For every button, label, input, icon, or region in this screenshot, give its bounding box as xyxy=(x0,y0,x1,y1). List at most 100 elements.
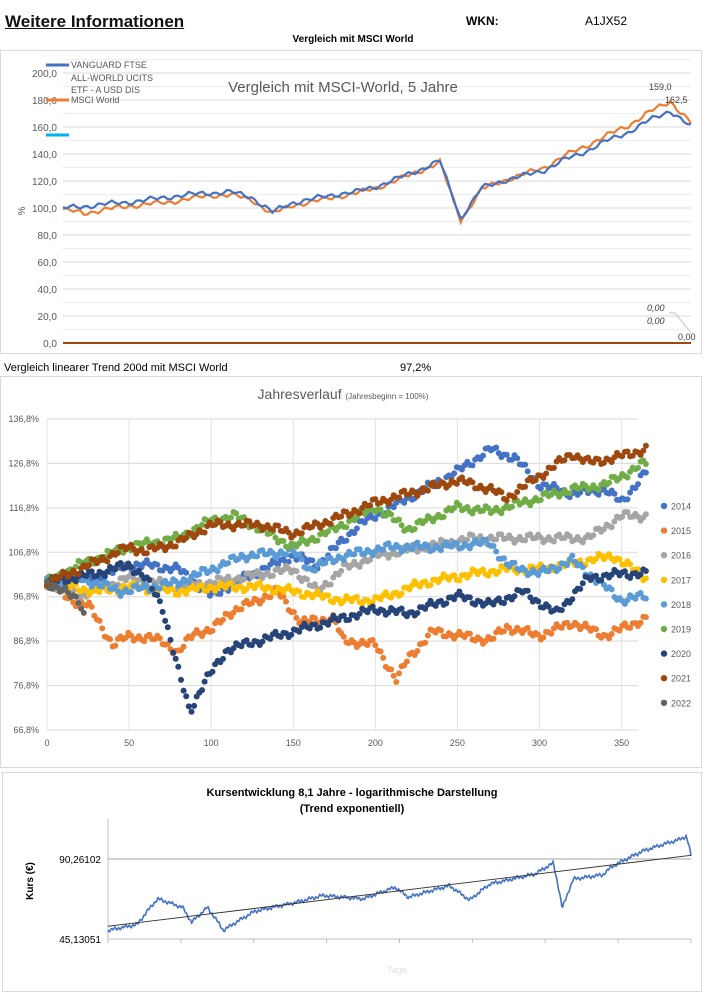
data-point-2015 xyxy=(372,642,379,649)
data-point-2016 xyxy=(327,581,334,588)
data-point-2022 xyxy=(78,605,85,612)
data-point-2014 xyxy=(611,490,618,497)
data-point-2020 xyxy=(346,616,353,623)
data-point-2018 xyxy=(642,595,649,602)
data-point-2018 xyxy=(556,565,563,572)
data-point-2019 xyxy=(199,521,205,528)
x-tick-label: 0 xyxy=(44,738,49,748)
data-point-2015 xyxy=(558,624,565,631)
data-point-2019 xyxy=(469,510,476,517)
data-point-2020 xyxy=(170,649,177,656)
annual-performance-svg: Jahresverlauf (Jahresbeginn = 100%) 66,8%… xyxy=(8,386,691,748)
data-point-2018 xyxy=(269,550,276,557)
data-point-2020 xyxy=(598,577,605,584)
data-point-2016 xyxy=(590,532,597,539)
x-axis-label: Tage xyxy=(387,965,407,975)
data-point-2015 xyxy=(564,619,571,626)
data-point-2014 xyxy=(514,455,521,462)
y-tick-label: 45,13051 xyxy=(59,935,101,946)
data-point-2017 xyxy=(627,561,634,568)
data-point-2020 xyxy=(288,631,295,638)
data-point-2020 xyxy=(259,638,266,645)
data-point-2020 xyxy=(422,605,429,612)
data-point-2021 xyxy=(275,522,282,529)
data-point-2015 xyxy=(248,600,255,607)
legend-marker-2018 xyxy=(660,601,668,608)
data-point-2019 xyxy=(296,540,303,547)
data-point-2021 xyxy=(217,519,224,526)
data-point-2018 xyxy=(172,578,179,585)
data-point-2021 xyxy=(246,518,253,525)
data-point-2015 xyxy=(112,642,119,649)
trend-comparison-value: 97,2% xyxy=(400,362,432,374)
data-point-2020 xyxy=(466,594,473,601)
data-point-2016 xyxy=(367,556,374,563)
data-point-2015 xyxy=(96,617,103,624)
data-point-2014 xyxy=(393,499,400,506)
x-tick-label: 50 xyxy=(124,738,134,748)
data-point-2015 xyxy=(99,625,106,632)
y-tick-label: 60,0 xyxy=(38,258,58,269)
data-point-2018 xyxy=(522,567,529,574)
data-point-2016 xyxy=(319,584,326,591)
wkn-value: A1JX52 xyxy=(585,14,628,28)
data-point-2018 xyxy=(311,567,318,574)
data-label: 0,00 xyxy=(678,332,696,342)
legend-marker-2022 xyxy=(660,699,668,706)
data-point-2019 xyxy=(642,461,649,467)
data-point-2021 xyxy=(459,474,465,481)
data-point-2017 xyxy=(272,589,279,595)
data-point-2020 xyxy=(311,621,318,628)
data-point-2015 xyxy=(88,603,95,610)
data-point-2020 xyxy=(146,576,153,583)
legend-label-2019: 2019 xyxy=(671,625,691,635)
legend-label-2018: 2018 xyxy=(671,600,691,610)
data-point-2019 xyxy=(343,524,350,531)
data-point-2017 xyxy=(175,591,182,598)
x-tick-label: 250 xyxy=(450,738,465,748)
data-point-2017 xyxy=(466,571,473,578)
data-point-2021 xyxy=(642,442,649,449)
data-point-2020 xyxy=(162,617,169,624)
data-point-2014 xyxy=(343,537,350,544)
data-point-2015 xyxy=(535,631,542,638)
data-point-2015 xyxy=(438,627,444,634)
data-point-2019 xyxy=(451,505,458,511)
data-point-2020 xyxy=(191,702,198,709)
data-point-2017 xyxy=(606,551,613,558)
data-point-2015 xyxy=(340,633,347,640)
data-point-2017 xyxy=(427,582,434,589)
data-point-2020 xyxy=(220,655,226,662)
legend-marker-2016 xyxy=(660,552,668,559)
data-point-2017 xyxy=(204,587,211,594)
legend-label-2021: 2021 xyxy=(671,674,691,684)
data-point-2019 xyxy=(464,504,471,510)
data-point-2018 xyxy=(424,543,431,550)
trend-line xyxy=(107,854,692,927)
y-tick-label: 126,8% xyxy=(8,458,39,468)
data-point-2016 xyxy=(269,572,276,579)
data-point-2017 xyxy=(267,585,274,591)
data-point-2018 xyxy=(438,547,444,554)
data-point-2017 xyxy=(214,584,221,591)
data-point-2014 xyxy=(624,496,631,503)
data-point-2015 xyxy=(311,615,318,622)
data-point-2021 xyxy=(86,562,92,569)
data-point-2018 xyxy=(259,547,266,554)
data-point-2019 xyxy=(280,538,287,544)
data-point-2021 xyxy=(453,480,460,487)
data-point-2021 xyxy=(532,477,539,484)
data-point-2018 xyxy=(511,559,518,566)
data-point-2015 xyxy=(238,606,245,613)
data-point-2021 xyxy=(372,496,379,503)
data-point-2018 xyxy=(112,583,119,590)
y-tick-label: 66,8% xyxy=(13,725,39,735)
y-axis-label: % xyxy=(17,206,28,215)
data-point-2021 xyxy=(487,482,494,489)
data-point-2014 xyxy=(309,557,316,564)
chart-title: Jahresverlauf (Jahresbeginn = 100%) xyxy=(258,386,429,402)
data-point-2018 xyxy=(396,544,402,551)
legend-marker-2021 xyxy=(660,675,668,682)
data-point-2017 xyxy=(199,582,205,589)
data-point-2019 xyxy=(582,482,589,489)
